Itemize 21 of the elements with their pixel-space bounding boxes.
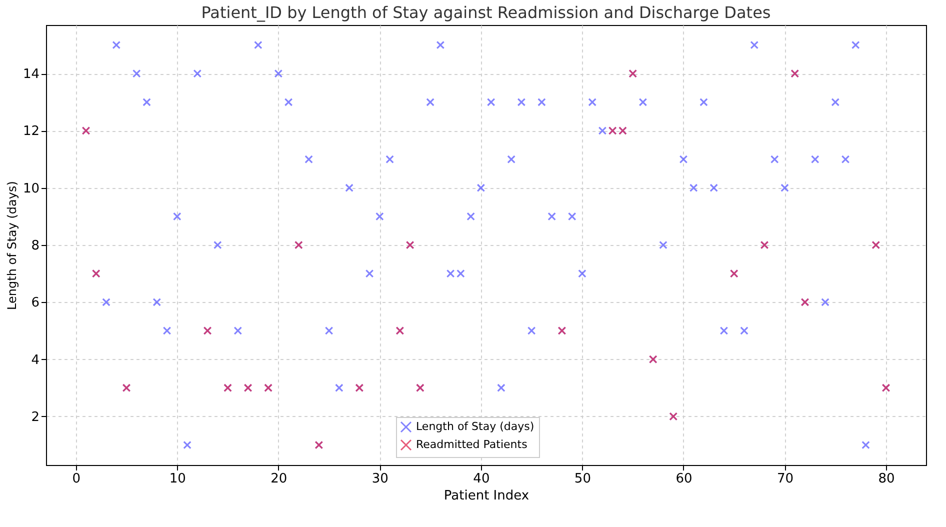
legend-label: Length of Stay (days): [416, 420, 534, 433]
x-tick-label: 40: [473, 472, 490, 486]
y-tick-label: 2: [31, 410, 40, 425]
y-tick-label: 6: [31, 296, 40, 311]
y-axis-title: Length of Stay (days): [4, 181, 19, 310]
x-tick-label: 0: [72, 472, 81, 486]
y-tick-label: 10: [22, 181, 40, 196]
x-tick-label: 30: [372, 472, 388, 486]
y-tick-label: 14: [22, 67, 40, 82]
x-tick-label: 80: [878, 472, 895, 486]
x-tick-label: 20: [270, 472, 288, 486]
x-tick-label: 10: [169, 472, 186, 486]
y-tick-label: 12: [22, 124, 40, 140]
x-tick-label: 70: [776, 472, 794, 486]
legend-label: Readmitted Patients: [416, 438, 528, 451]
x-tick-label: 50: [574, 472, 591, 486]
x-tick-label: 60: [676, 472, 692, 486]
y-tick-label: 8: [31, 238, 40, 254]
x-axis-title: Patient Index: [444, 488, 530, 504]
y-tick-label: 4: [31, 352, 40, 368]
chart-title: Patient_ID by Length of Stay against Readmission and Discharge Dates: [201, 3, 771, 22]
